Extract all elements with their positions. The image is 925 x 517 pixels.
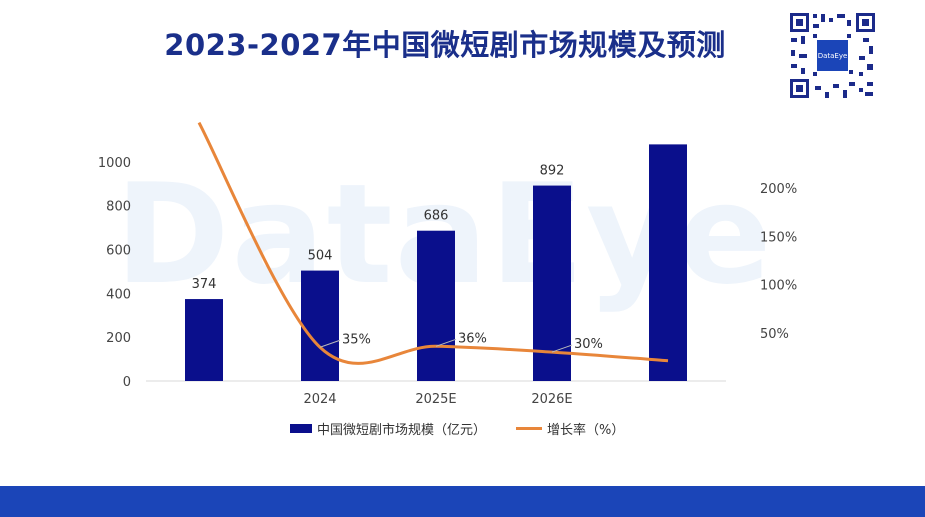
y-left-tick-label: 1000 [98,156,131,171]
legend-bar-label: 中国微短剧市场规模（亿元） [317,423,487,438]
y-left-tick-label: 0 [123,375,131,390]
y-left-tick-label: 400 [106,287,131,302]
qr-code: DataEye [787,10,878,101]
chart-legend: 中国微短剧市场规模（亿元） 增长率（%） [290,419,624,438]
line-data-label: 30% [574,337,603,352]
y-right-tick-label: 100% [760,279,797,294]
bar [533,185,571,381]
data-label-leader [435,338,457,347]
bottom-banner [0,486,925,517]
line-data-label: 36% [458,331,487,346]
line-data-label: 35% [342,332,371,347]
bar [301,270,339,381]
x-tick-label: 2025E [415,392,456,407]
y-right-tick-label: 200% [760,182,797,197]
bar [185,299,223,381]
qr-center-label: DataEye [818,52,848,60]
growth-rate-line [197,121,669,365]
legend-line-swatch [516,427,543,430]
y-left-tick-label: 800 [106,200,131,215]
bar-data-label: 374 [192,277,217,292]
x-tick-label: 2024 [303,392,336,407]
y-left-tick-label: 200 [106,331,131,346]
bar [417,230,455,381]
bar [649,144,687,381]
y-left-tick-label: 600 [106,244,131,259]
bar-data-label: 686 [424,209,449,224]
legend-line-label: 增长率（%） [547,423,625,438]
x-tick-label: 2026E [531,392,572,407]
y-right-tick-label: 150% [760,230,797,245]
bar-data-label: 504 [308,249,333,264]
page-title: 2023-2027年中国微短剧市场规模及预测 [164,28,726,62]
data-label-leader [551,344,573,353]
data-label-leader [319,339,341,348]
y-right-tick-label: 50% [760,327,789,342]
bar-data-label: 892 [540,164,565,179]
legend-bar-swatch [290,424,312,433]
